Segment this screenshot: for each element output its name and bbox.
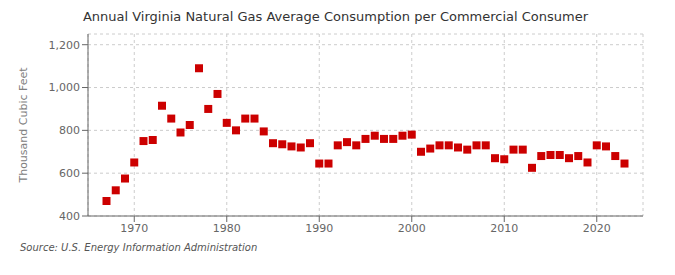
svg-text:1990: 1990: [305, 222, 333, 235]
svg-text:1980: 1980: [213, 222, 241, 235]
svg-text:1,200: 1,200: [49, 39, 81, 52]
svg-text:400: 400: [59, 210, 80, 223]
svg-text:2000: 2000: [398, 222, 426, 235]
html-text:Annual Virginia Natural Gas Av: Annual Virginia Natural Gas Average Cons…: [82, 9, 589, 24]
svg-text:800: 800: [59, 124, 80, 137]
svg-text:Thousand Cubic Feet: Thousand Cubic Feet: [17, 67, 30, 184]
html-text:Source: U.S. Energy Informatio: Source: U.S. Energy Information Administ…: [20, 242, 258, 253]
svg-text:2010: 2010: [490, 222, 518, 235]
svg-text:1970: 1970: [120, 222, 148, 235]
svg-text:2020: 2020: [583, 222, 611, 235]
svg-text:1,000: 1,000: [49, 81, 81, 94]
svg-text:600: 600: [59, 167, 80, 180]
